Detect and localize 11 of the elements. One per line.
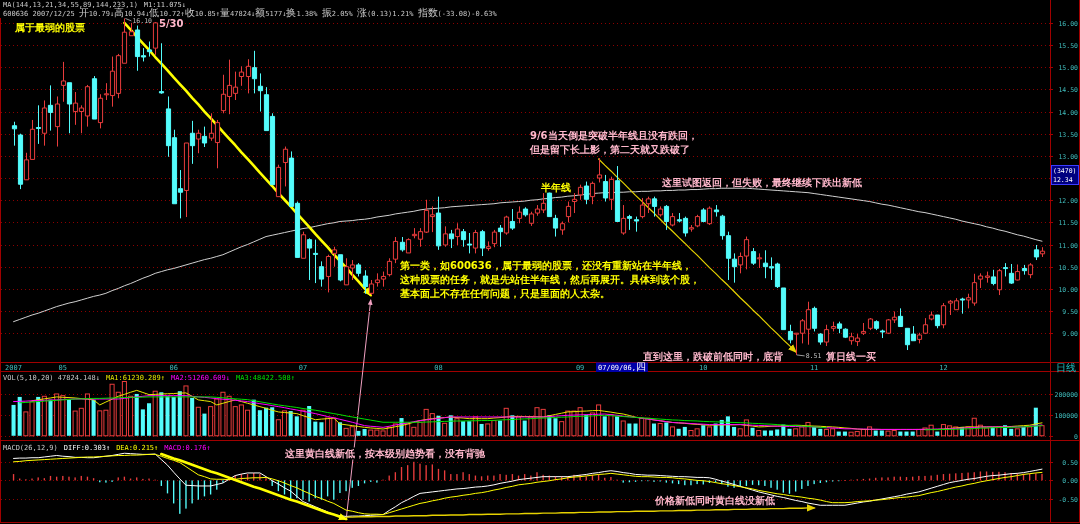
annotation: 半年线 bbox=[540, 182, 571, 193]
annotation: 直到这里，跌破前低同时，底背 bbox=[642, 350, 784, 362]
annotation: 这里试图返回，但失败，最终继续下跌出新低 bbox=[661, 177, 862, 188]
annotation: 第一类，如600636，属于最弱的股票，还没有重新站在半年线，这种股票的任务，就是先站住半年线，然后再展开。具体到该个股，基本面上不存在任何问题，只是里面的人太杂。 bbox=[399, 260, 700, 299]
annotation: 算日线一买 bbox=[825, 350, 876, 362]
annotation: 9/6当天倒是突破半年线且没有跌回，但是留下长上影，第二天就又跌破了 bbox=[529, 130, 698, 155]
annotation: 属于最弱的股票 bbox=[14, 22, 85, 33]
annotation: 价格新低同时黄白线没新低 bbox=[654, 495, 775, 506]
annotation: 这里黄白线新低，按本级别趋势看，没有背驰 bbox=[284, 448, 486, 459]
text: 日线 bbox=[1056, 362, 1076, 373]
annotation: 5/30 bbox=[159, 18, 184, 29]
